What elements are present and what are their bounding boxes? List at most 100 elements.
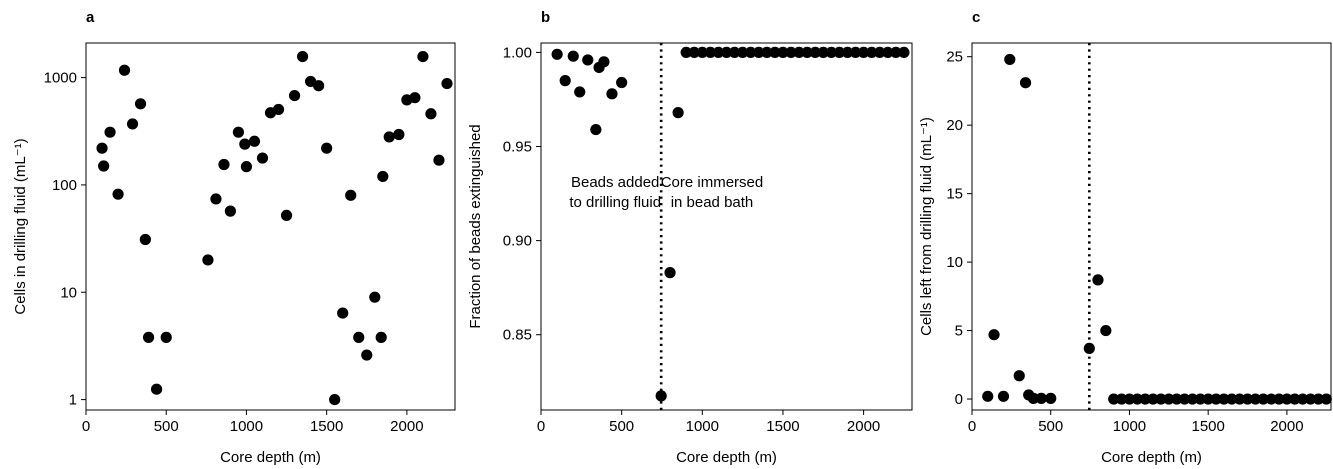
data-point [112,188,124,200]
annotation-line: Beads added [571,174,659,191]
data-point [1320,393,1332,405]
y-tick-label: 1.00 [503,44,532,61]
y-tick-label: 100 [52,177,77,194]
data-point [126,118,139,130]
y-tick-label: 1000 [44,70,77,87]
data-point [1289,393,1301,405]
data-point [664,267,676,279]
data-point [329,393,341,406]
data-point [239,138,251,150]
data-point [745,46,757,59]
x-tick-label: 0 [82,418,90,435]
x-tick-label: 0 [968,418,976,435]
data-point [801,46,813,59]
data-point [96,142,108,154]
data-point [997,390,1010,402]
x-tick-label: 1500 [766,418,799,435]
data-point [720,46,733,59]
y-tick-label: 0 [955,391,963,408]
data-point [696,46,708,59]
data-point [160,331,172,343]
y-tick-label: 10 [946,254,963,271]
data-point [866,46,878,59]
data-point [232,126,245,138]
plot-frame [540,42,913,411]
data-point [574,86,586,98]
data-point [417,50,429,63]
data-point [898,46,910,59]
data-point [1218,393,1230,405]
data-point [353,331,365,343]
data-point [345,189,357,201]
data-point [890,46,902,59]
annotation-line: to drilling fluid [569,194,661,211]
data-point [874,46,886,59]
x-tick-label: 2000 [1270,418,1303,435]
data-point [598,56,610,68]
x-tick-label: 0 [537,418,545,435]
data-point [1304,393,1317,405]
data-point [559,75,571,87]
panel-label: a [86,9,95,26]
data-point [288,89,301,102]
x-tick-label: 500 [154,418,179,435]
data-point [728,46,741,59]
data-point [377,170,389,183]
data-point [1194,393,1206,405]
y-tick-label: 25 [946,49,963,66]
data-point [1297,393,1309,405]
data-point [769,46,781,59]
data-point [737,46,749,59]
data-point [280,209,293,222]
data-point [1035,392,1047,404]
y-tick-label: 15 [946,186,963,203]
data-point [425,108,437,120]
data-point [1147,393,1159,405]
x-tick-label: 500 [1038,418,1063,435]
data-point [1202,393,1214,405]
data-point [606,88,618,100]
data-point [1092,274,1104,286]
data-point [809,46,821,59]
data-point [777,46,789,59]
y-tick-label: 0.90 [503,233,532,250]
data-point [337,307,349,319]
y-tick-label: 5 [955,323,963,340]
x-tick-label: 2000 [847,418,880,435]
data-point [982,390,994,402]
data-point [321,142,333,154]
y-tick-label: 0.85 [503,327,532,344]
panel-label: b [541,9,550,26]
data-point [704,46,716,59]
x-tick-label: 1500 [1191,418,1224,435]
data-point [590,123,602,136]
data-point [240,161,253,173]
data-point [688,46,700,59]
data-point [817,46,829,59]
data-point [551,48,563,60]
data-point [1226,393,1238,405]
data-point [1123,393,1136,405]
data-point [150,383,163,395]
x-tick-label: 500 [609,418,634,435]
x-tick-label: 2000 [390,418,423,435]
data-point [1312,393,1325,405]
data-point [218,158,230,171]
data-point [142,331,155,343]
y-axis-title: Fraction of beads extinguished [467,124,484,328]
panel-label: c [972,9,980,26]
panel-a: a 0 500 1000 1500 2000 1 10 100 1000 Core depth (m… [12,9,456,466]
data-point [272,103,285,116]
data-point [375,331,387,343]
data-point [104,126,116,138]
data-point [118,64,131,76]
x-tick-label: 1000 [230,418,263,435]
data-point [313,80,325,92]
data-point [441,77,453,90]
data-point [882,46,894,59]
data-point [369,291,381,303]
data-point [139,233,151,246]
data-point [256,152,269,164]
data-point [98,160,110,172]
y-tick-label: 0.95 [503,139,532,156]
